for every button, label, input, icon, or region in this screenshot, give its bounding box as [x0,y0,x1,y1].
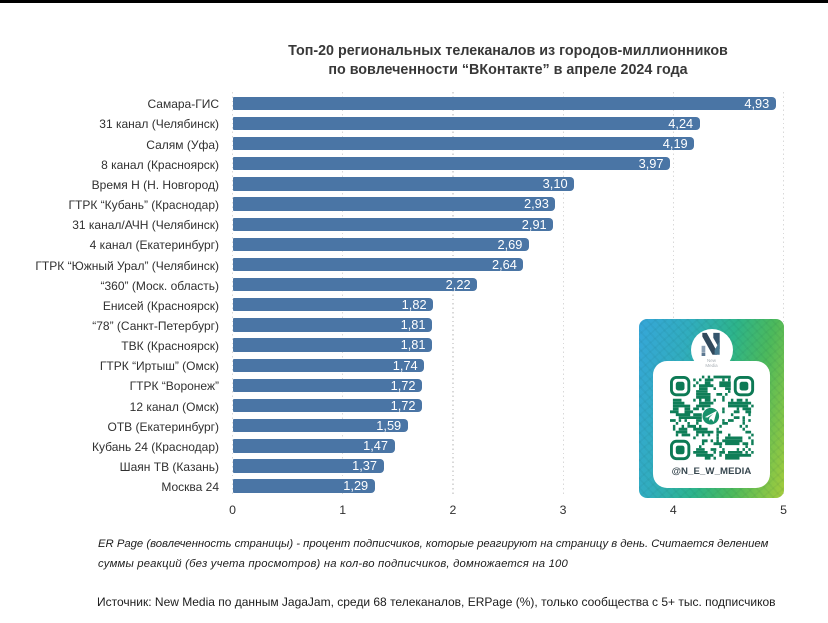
svg-text:New: New [707,358,717,363]
svg-text:Media: Media [705,363,718,368]
